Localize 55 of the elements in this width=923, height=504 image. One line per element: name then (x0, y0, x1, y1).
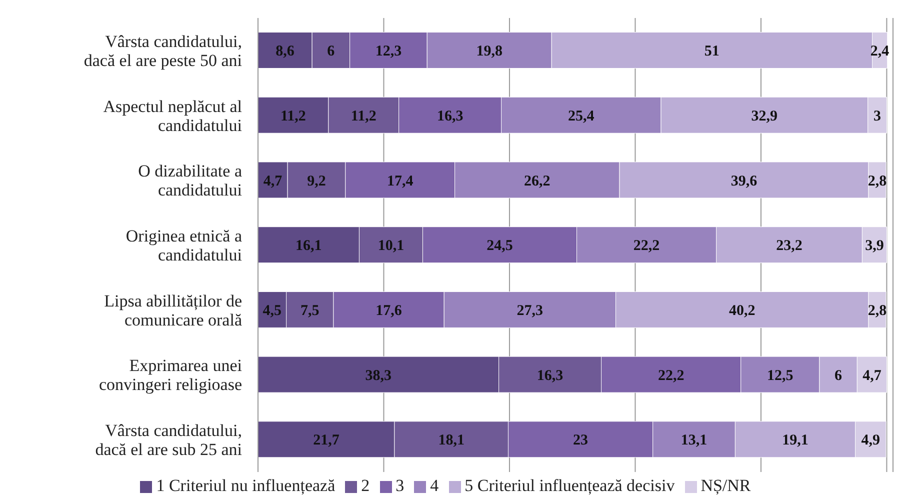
data-label: 23,2 (776, 238, 802, 254)
data-label: 22,2 (658, 368, 684, 384)
data-label: 51 (704, 44, 720, 60)
data-label: 3 (874, 108, 882, 124)
legend-label: NȘ/NR (700, 476, 751, 495)
y-tick-label: Aspectul neplăcut al candidatului (103, 96, 242, 134)
data-label: 3,9 (865, 238, 884, 254)
data-label: 26,2 (524, 173, 550, 190)
data-label: 6 (327, 44, 336, 60)
legend-label: 5 Criteriul influențează decisiv (464, 476, 675, 495)
legend-label: 4 (430, 476, 439, 495)
data-label: 16,3 (536, 368, 564, 384)
y-tick-label: Originea etnică a candidatului (126, 226, 242, 264)
legend-label: 2 (361, 476, 370, 495)
y-tick-label: Exprimarea unei convingeri religioase (98, 356, 242, 394)
data-label: 4,7 (263, 173, 283, 190)
data-label: 2,8 (868, 303, 887, 320)
data-label: 40,2 (728, 303, 756, 320)
data-label: 18,1 (438, 432, 464, 449)
legend-label: 1 Criteriul nu influențează (156, 476, 336, 495)
data-label: 22,2 (633, 238, 660, 254)
data-label: 8,6 (276, 44, 295, 60)
data-label: 7,5 (300, 303, 320, 320)
data-label: 2,8 (868, 173, 887, 190)
data-label: 23 (573, 432, 588, 449)
data-label: 13,1 (680, 432, 708, 449)
data-label: 19,8 (476, 44, 502, 60)
legend-label: 3 (396, 476, 404, 495)
data-label: 39,6 (730, 173, 758, 190)
data-label: 2,4 (870, 44, 890, 60)
data-label: 21,7 (313, 432, 340, 449)
data-label: 16,1 (295, 238, 322, 254)
data-label: 16,3 (436, 108, 464, 124)
data-label: 12,3 (375, 44, 402, 60)
y-tick-label: Vârsta candidatului, dacă el are sub 25 ani (95, 420, 242, 459)
data-label: 4,5 (262, 303, 282, 320)
y-tick-label: Vârsta candidatului, dacă el are peste 50 ani (84, 31, 242, 70)
data-label: 17,4 (386, 173, 414, 190)
data-label: 6 (834, 368, 843, 384)
data-label: 4,7 (862, 368, 882, 384)
data-label: 32,9 (751, 108, 778, 124)
data-label: 17,6 (376, 303, 402, 320)
data-label: 12,5 (767, 368, 794, 384)
y-tick-label: O dizabilitate a candidatului (138, 161, 242, 200)
data-label: 9,2 (307, 173, 326, 190)
data-label: 11,2 (350, 108, 376, 124)
data-label: 11,2 (280, 108, 306, 124)
data-label: 19,1 (782, 432, 808, 449)
data-label: 24,5 (486, 238, 513, 254)
data-label: 27,3 (516, 303, 544, 320)
data-label: 4,9 (861, 432, 880, 449)
data-label: 25,4 (568, 108, 595, 124)
y-tick-label: Lipsa abillităților de comunicare orală (104, 290, 242, 329)
data-label: 10,1 (378, 238, 404, 254)
data-label: 38,3 (365, 368, 392, 384)
